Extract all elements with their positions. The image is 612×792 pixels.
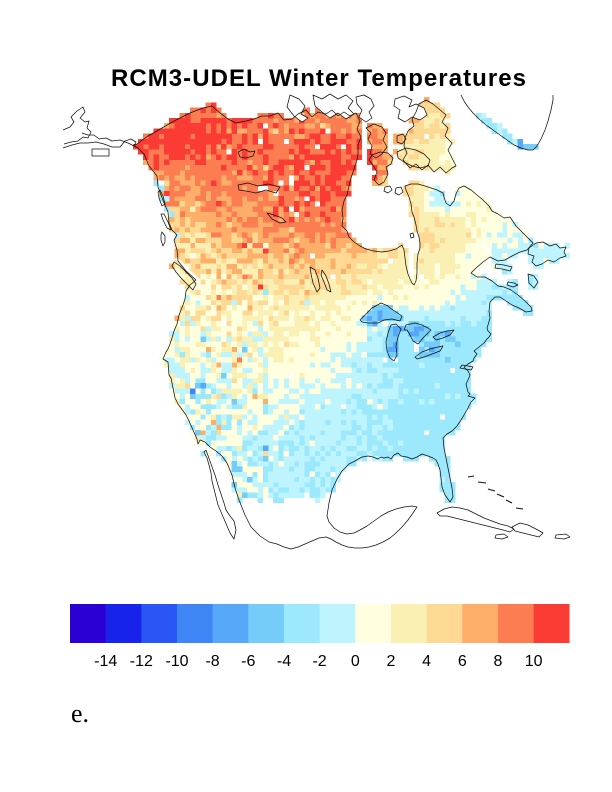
svg-text:8: 8 — [493, 653, 502, 670]
svg-text:-4: -4 — [277, 653, 291, 670]
svg-text:-12: -12 — [130, 653, 153, 670]
svg-text:-6: -6 — [241, 653, 255, 670]
svg-text:6: 6 — [458, 653, 467, 670]
svg-text:4: 4 — [422, 653, 431, 670]
svg-text:2: 2 — [386, 653, 395, 670]
svg-text:10: 10 — [525, 653, 543, 670]
svg-text:-2: -2 — [312, 653, 326, 670]
svg-text:-10: -10 — [165, 653, 188, 670]
svg-text:-14: -14 — [94, 653, 117, 670]
svg-text:0: 0 — [351, 653, 360, 670]
svg-text:-8: -8 — [205, 653, 219, 670]
